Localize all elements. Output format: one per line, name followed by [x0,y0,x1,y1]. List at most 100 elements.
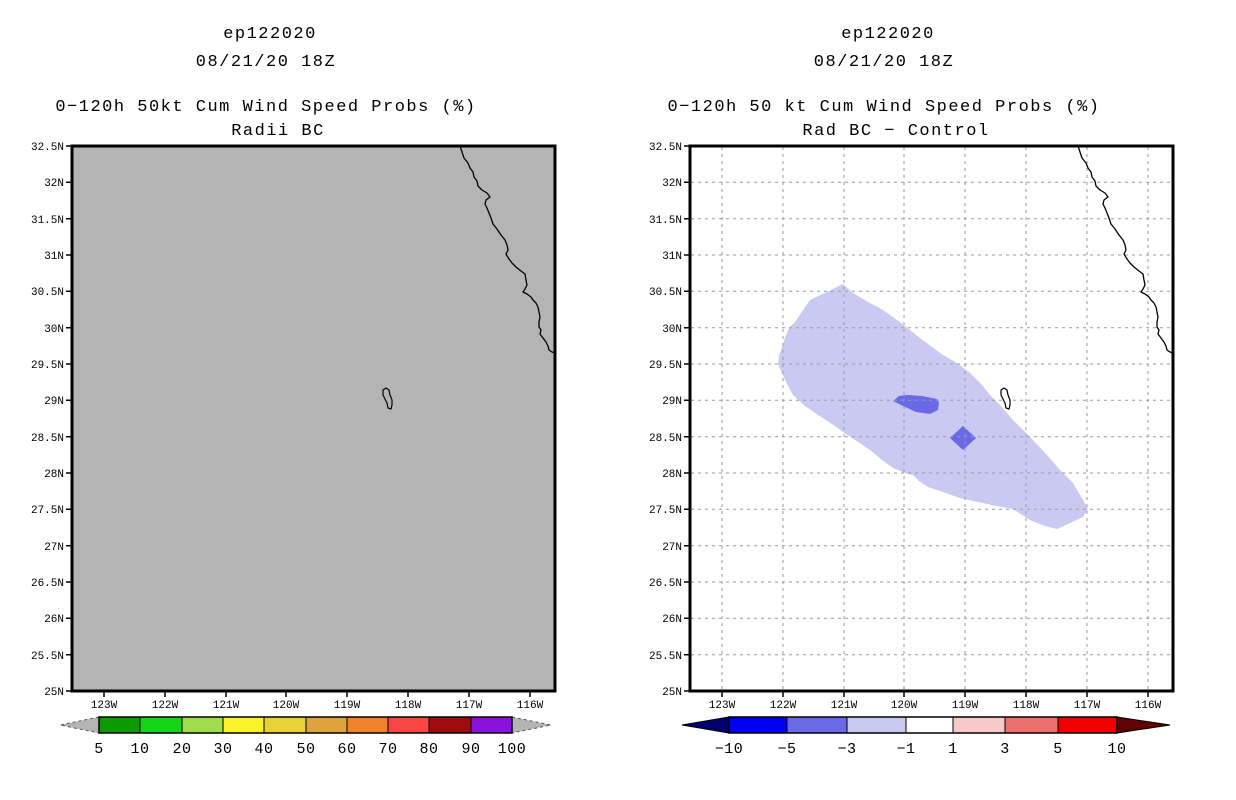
left-coastline [459,145,556,354]
left-variant: Radii BC [231,122,325,141]
colorbar-label: 5 [94,741,104,758]
colorbar-label: −10 [715,741,744,758]
right-lat-axis: 32.5N 32N 31.5N 31N 30.5N 30N 29.5N 29N … [649,142,682,699]
right-datetime: 08/21/20 18Z [814,53,954,72]
lon-label: 123W [91,700,118,712]
lat-label: 30.5N [31,287,64,299]
right-x-axis-ticks [721,691,1149,697]
lat-label: 32N [662,178,682,190]
panel-left: ep122020 08/21/20 18Z 0−120h 50kt Cum Wi… [31,25,557,758]
colorbar-segment [1004,716,1059,734]
left-colorbar: 5 10 20 30 40 50 60 70 80 90 100 [59,716,552,758]
colorbar-segment [181,716,224,734]
colorbar-segment [846,716,907,734]
lon-label: 120W [891,700,918,712]
lat-label: 31N [44,251,64,263]
right-diff-diamond-neg3 [950,426,976,450]
lat-label: 30N [44,324,64,336]
colorbar-label: 100 [498,741,527,758]
left-colorbar-border [98,716,513,734]
lat-label: 26.5N [649,578,682,590]
lat-label: 25.5N [649,651,682,663]
colorbar-label: 90 [461,741,480,758]
lat-label: 28N [662,469,682,481]
lon-label: 122W [152,700,179,712]
lon-label: 120W [273,700,300,712]
right-subtitle: 0−120h 50 kt Cum Wind Speed Probs (%) [668,98,1101,117]
lat-label: 28.5N [31,433,64,445]
lat-label: 30.5N [649,287,682,299]
right-horizontal-gridlines [691,181,1171,656]
left-datetime: 08/21/20 18Z [196,53,336,72]
colorbar-segment [728,716,788,734]
colorbar-label: 3 [1000,741,1010,758]
colorbar-segment [786,716,848,734]
colorbar-label: 20 [172,741,191,758]
colorbar-segment [305,716,348,734]
lat-label: 26N [44,614,64,626]
right-lon-axis: 123W 122W 121W 120W 119W 118W 117W 116W [709,700,1162,712]
colorbar-label: 50 [296,741,315,758]
left-subtitle: 0−120h 50kt Cum Wind Speed Probs (%) [55,98,476,117]
left-lon-axis: 123W 122W 121W 120W 119W 118W 117W 116W [91,700,544,712]
colorbar-label: 80 [419,741,438,758]
right-storm-id: ep122020 [841,25,935,44]
left-x-axis-ticks [103,691,531,697]
lat-label: 25N [662,687,682,699]
colorbar-label: −5 [777,741,796,758]
lon-label: 116W [1135,700,1162,712]
lat-label: 29.5N [31,360,64,372]
lat-label: 27N [662,542,682,554]
colorbar-label: −1 [896,741,915,758]
colorbar-label: 70 [378,741,397,758]
lon-label: 119W [334,700,361,712]
lon-label: 122W [770,700,797,712]
lon-label: 118W [395,700,422,712]
lat-label: 27.5N [649,505,682,517]
lat-label: 28.5N [649,433,682,445]
left-map-frame [70,144,557,693]
lat-label: 25.5N [31,651,64,663]
colorbar-segment [346,716,389,734]
right-colorbar-over-arrow [1116,716,1171,734]
left-y-axis-ticks [66,145,72,692]
lat-label: 27N [44,542,64,554]
lat-label: 32.5N [649,142,682,154]
right-coastline [1077,145,1174,354]
lon-label: 116W [517,700,544,712]
colorbar-segment [263,716,307,734]
lat-label: 31.5N [31,215,64,227]
lon-label: 117W [1074,700,1101,712]
lat-label: 29.5N [649,360,682,372]
colorbar-label: 30 [213,741,232,758]
left-colorbar-under-arrow [59,716,100,734]
colorbar-segment [905,716,954,734]
right-y-axis-ticks [684,145,690,692]
lat-label: 27.5N [31,505,64,517]
colorbar-segment [428,716,472,734]
lat-label: 29N [44,396,64,408]
left-colorbar-over-arrow [511,716,552,734]
colorbar-segment [952,716,1006,734]
colorbar-label: 10 [130,741,149,758]
lat-label: 30N [662,324,682,336]
panel-right: ep122020 08/21/20 18Z 0−120h 50 kt Cum W… [649,25,1175,758]
colorbar-label: 40 [254,741,273,758]
colorbar-segment [98,716,141,734]
right-colorbar: −10 −5 −3 −1 1 3 5 10 [681,716,1171,758]
left-guadalupe-island [382,387,393,410]
lat-label: 26N [662,614,682,626]
colorbar-label: 10 [1107,741,1126,758]
colorbar-segment [470,716,513,734]
lon-label: 118W [1013,700,1040,712]
left-storm-id: ep122020 [223,25,317,44]
lon-label: 119W [952,700,979,712]
colorbar-label: 5 [1053,741,1063,758]
lat-label: 31.5N [649,215,682,227]
lat-label: 32N [44,178,64,190]
colorbar-segment [1057,716,1118,734]
colorbar-segment [387,716,430,734]
lat-label: 29N [662,396,682,408]
right-variant: Rad BC − Control [802,122,989,141]
